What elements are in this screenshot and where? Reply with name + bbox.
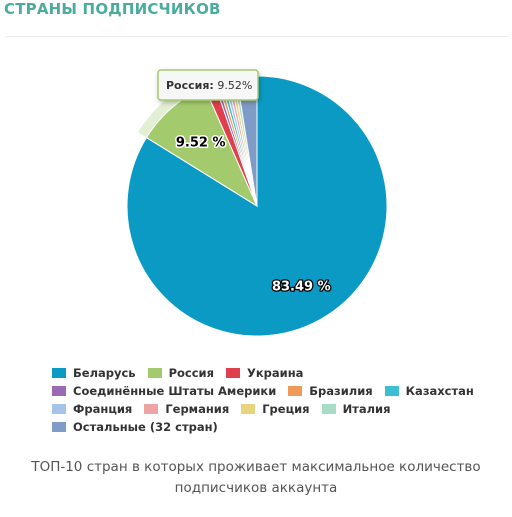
- legend-label: Соединённые Штаты Америки: [73, 384, 277, 398]
- legend-item[interactable]: Италия: [321, 402, 391, 416]
- legend-swatch: [147, 368, 162, 378]
- legend-swatch: [225, 368, 240, 378]
- legend-row: Франция Германия Греция Италия: [52, 400, 482, 418]
- legend-swatch: [52, 368, 66, 378]
- legend-item[interactable]: Казахстан: [384, 384, 474, 398]
- legend-item[interactable]: Франция: [52, 402, 132, 416]
- chart-tooltip: Россия: 9.52%: [157, 69, 259, 101]
- chart-caption: ТОП-10 стран в которых проживает максима…: [0, 457, 512, 499]
- legend-swatch: [52, 404, 66, 414]
- caption-line: ТОП-10 стран в которых проживает максима…: [31, 459, 481, 475]
- legend-label: Франция: [73, 402, 133, 416]
- legend-label: Казахстан: [405, 384, 474, 398]
- legend-row: Соединённые Штаты Америки Бразилия Казах…: [52, 382, 482, 400]
- legend-swatch: [241, 404, 256, 414]
- chart-legend: Беларусь Россия Украина Соединённые Штат…: [52, 364, 482, 436]
- legend-item[interactable]: Украина: [225, 366, 304, 380]
- slice-data-label: 9.52 %: [176, 135, 226, 150]
- legend-item[interactable]: Россия: [147, 366, 214, 380]
- legend-label: Германия: [165, 402, 230, 416]
- legend-item[interactable]: Беларусь: [52, 366, 136, 380]
- legend-item[interactable]: Греция: [241, 402, 310, 416]
- legend-label: Бразилия: [309, 384, 373, 398]
- svg-text:Россия: 9.52%: Россия: 9.52%: [166, 79, 252, 92]
- slice-data-label: 83.49 %: [272, 280, 331, 295]
- legend-item[interactable]: Соединённые Штаты Америки: [52, 384, 276, 398]
- legend-row: Беларусь Россия Украина: [52, 364, 482, 382]
- divider: [6, 36, 508, 37]
- page-title: СТРАНЫ ПОДПИСЧИКОВ: [4, 0, 221, 18]
- pie-chart[interactable]: 83.49 % 9.52 % Россия: 9.52%: [0, 0, 512, 360]
- legend-swatch: [144, 404, 159, 414]
- legend-swatch: [52, 386, 66, 396]
- legend-label: Россия: [168, 366, 214, 380]
- legend-item[interactable]: Бразилия: [288, 384, 373, 398]
- legend-item[interactable]: Германия: [144, 402, 229, 416]
- legend-swatch: [52, 422, 66, 432]
- legend-label: Греция: [262, 402, 310, 416]
- legend-row: Остальные (32 стран): [52, 418, 482, 436]
- legend-label: Украина: [246, 366, 304, 380]
- legend-label: Остальные (32 стран): [73, 420, 218, 434]
- legend-swatch: [321, 404, 336, 414]
- legend-swatch: [288, 386, 303, 396]
- caption-line: подписчиков аккаунта: [174, 480, 338, 496]
- legend-label: Италия: [342, 402, 391, 416]
- legend-item[interactable]: Остальные (32 стран): [52, 420, 218, 434]
- legend-swatch: [384, 386, 399, 396]
- legend-label: Беларусь: [73, 366, 136, 380]
